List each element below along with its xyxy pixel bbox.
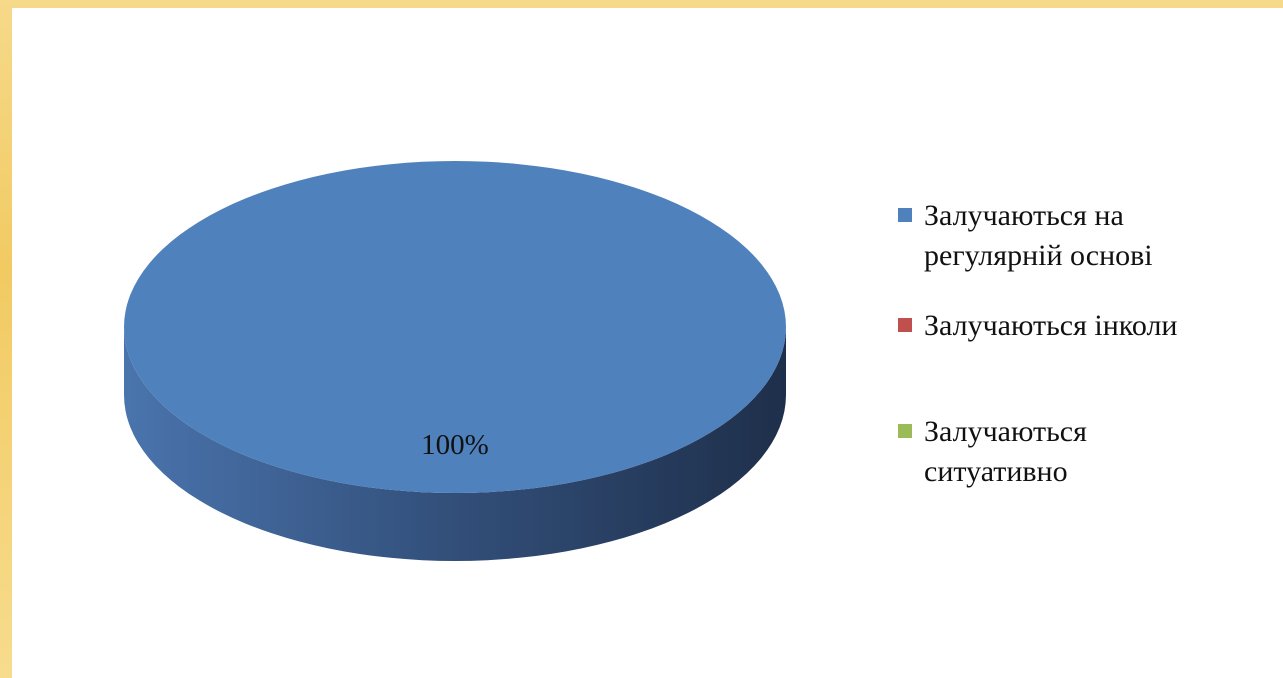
legend-label-regular: Залучаються на регулярній основі xyxy=(924,199,1153,272)
legend-swatch-sometimes xyxy=(898,318,912,332)
data-label-slice-1: 100% xyxy=(421,429,489,461)
legend-label-sometimes: Залучаються інколи xyxy=(924,309,1178,342)
pie-slice-1 xyxy=(124,161,786,493)
pie-side-wall xyxy=(124,327,786,561)
legend-label-situational: Залучаються ситуативно xyxy=(924,415,1087,488)
legend-swatch-situational xyxy=(898,424,912,438)
pie-slices xyxy=(124,161,786,561)
legend-swatch-regular xyxy=(898,208,912,222)
